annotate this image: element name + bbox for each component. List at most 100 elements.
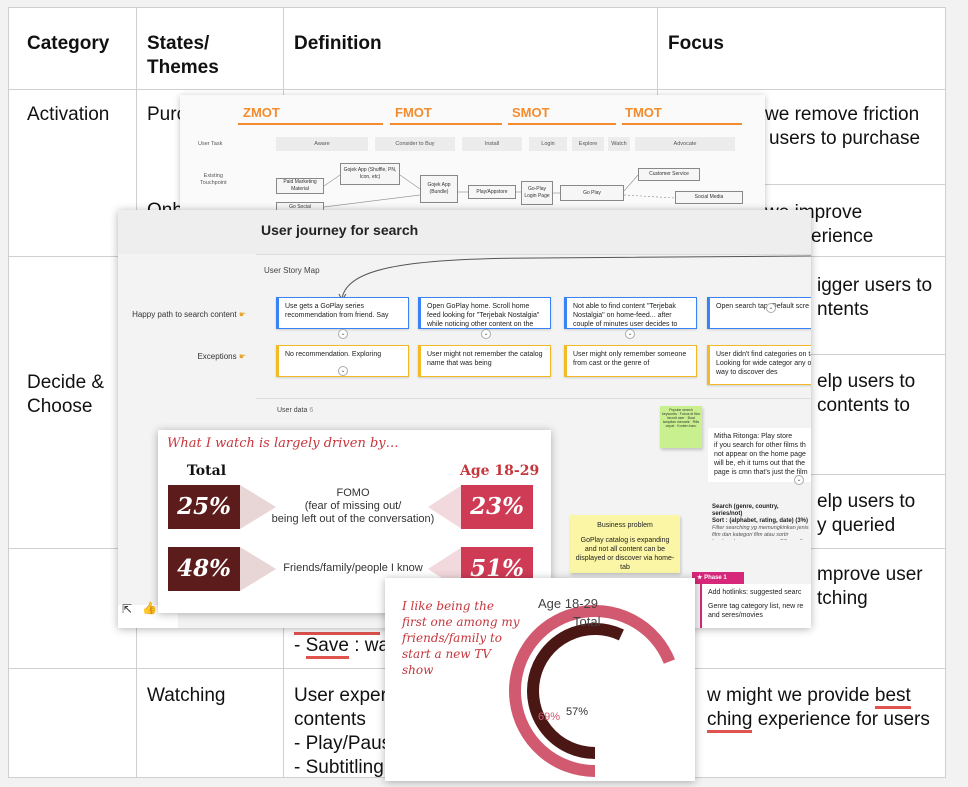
- search-note-detail: Filter searching yg memungkinkan jenis f…: [712, 525, 810, 540]
- label-line: being left out of the conversation): [271, 513, 435, 525]
- chevron-down-icon[interactable]: ⌄: [481, 329, 491, 339]
- touchpoint-box: Social Media: [675, 191, 743, 204]
- focus-highlight: best: [874, 685, 911, 709]
- phase-box[interactable]: Add hotlinks: suggested searc Genre tag …: [700, 584, 811, 628]
- funnel-connectors: [323, 174, 676, 208]
- row-label-text: Happy path to search content: [132, 310, 237, 319]
- chevron-down-icon[interactable]: ⌄: [338, 329, 348, 339]
- definition-highlight: Save: [305, 635, 349, 659]
- row-label-line: Touchpoint: [200, 180, 227, 186]
- search-note[interactable]: Search (genre, country, series/not) Sort…: [706, 500, 811, 540]
- phase-label: TMOT: [625, 105, 662, 120]
- search-note-title: Search (genre, country, series/not): [712, 504, 779, 517]
- sticky-note-green[interactable]: Popular search keywords · Fokus di fitur…: [660, 406, 702, 448]
- focus-text: mprove user: [817, 564, 923, 585]
- donut-slide[interactable]: I like being the first one among my frie…: [385, 578, 695, 781]
- focus-text: erience: [811, 226, 874, 247]
- thumbs-up-icon[interactable]: 👍: [142, 601, 157, 615]
- journey-card-happy[interactable]: Not able to find content "Terjebak Nosta…: [564, 297, 697, 329]
- row-label-text: Exceptions: [197, 352, 237, 361]
- label-line: (fear of missing out/: [304, 500, 402, 512]
- definition-save: - Save : wat: [294, 634, 395, 659]
- focus-text: contents to: [817, 395, 910, 416]
- user-data-text: User data: [277, 407, 308, 414]
- pointing-hand-icon: ☛: [238, 352, 246, 361]
- phase-bar: [238, 123, 383, 125]
- task-box: Advocate: [635, 137, 735, 151]
- note-line: if you search for other films th: [714, 442, 806, 449]
- sticky-title: Business problem: [597, 522, 653, 529]
- touchpoint-box: Paid Marketing Material: [276, 178, 324, 194]
- search-note-sort: Sort : (alphabet, rating, date) (3%): [712, 518, 809, 524]
- state-purchase: Purc: [147, 104, 187, 125]
- note-line: Mitha Ritonga: Play store: [714, 433, 793, 440]
- user-data-label: User data 6: [277, 407, 313, 414]
- definition-text: -: [294, 635, 306, 656]
- phase-tag[interactable]: ★ Phase 1: [692, 572, 744, 584]
- label-fomo: FOMO (fear of missing out/ being left ou…: [268, 487, 438, 526]
- focus-text: y queried: [817, 515, 896, 536]
- touchpoint-box: Go-Play Login Page: [521, 181, 553, 205]
- definition-text: : wat: [348, 635, 395, 656]
- focus-text: elp users to: [817, 491, 916, 512]
- chevron-down-icon[interactable]: ⌄: [766, 303, 776, 313]
- table-divider: [657, 184, 945, 185]
- arrow-shape: [240, 547, 276, 591]
- chevron-down-icon[interactable]: ⌄: [338, 366, 348, 376]
- watch-slide[interactable]: What I watch is largely driven by… Total…: [158, 430, 551, 613]
- journey-card-happy[interactable]: Use gets a GoPlay series recommendation …: [276, 297, 409, 329]
- row-label-user-task: User Task: [198, 141, 223, 147]
- state-watching: Watching: [147, 685, 226, 706]
- watch-total-header: Total: [187, 463, 227, 479]
- definition-text: - Subtitling: [294, 757, 384, 778]
- label-friends: Friends/family/people I know: [283, 562, 423, 574]
- journey-card-happy[interactable]: Open GoPlay home. Scroll home feed looki…: [418, 297, 551, 329]
- header-definition: Definition: [294, 33, 382, 54]
- focus-highlight: ching: [707, 709, 753, 733]
- divider: [256, 254, 811, 255]
- definition-text: contents: [294, 709, 366, 730]
- journey-card-exception[interactable]: User didn't find categories on tab. Look…: [707, 345, 811, 385]
- stat-total-fomo: 25%: [168, 485, 240, 529]
- task-box: Login: [529, 137, 567, 151]
- donut-label-total: Total: [573, 614, 601, 629]
- focus-text: w might we provide: [707, 685, 875, 706]
- pointing-hand-icon: ☛: [238, 310, 246, 319]
- phase-bar: [508, 123, 616, 125]
- row-label-existing: Existing Touchpoint: [200, 173, 227, 187]
- journey-card-exception[interactable]: User might not remember the catalog name…: [418, 345, 551, 377]
- phase-label: ZMOT: [243, 105, 280, 120]
- stat-total-friends: 48%: [168, 547, 240, 591]
- note-line: will be, eh it turns out that the: [714, 460, 806, 467]
- watch-title: What I watch is largely driven by…: [167, 436, 399, 451]
- note-line: page is cmn that's just the film: [714, 469, 808, 476]
- journey-card-exception[interactable]: User might only remember someone from ca…: [564, 345, 697, 377]
- donut-arc-age: [509, 605, 675, 777]
- header-states-line2: Themes: [147, 57, 219, 78]
- journey-title: User journey for search: [261, 222, 419, 238]
- note-mitha[interactable]: Mitha Ritonga: Play store if you search …: [708, 428, 811, 482]
- watch-age-header: Age 18-29: [460, 463, 540, 479]
- arrow-shape: [240, 485, 276, 529]
- task-box: Explore: [572, 137, 604, 151]
- phase-bar: [622, 123, 742, 125]
- arrow-shape: [428, 485, 462, 529]
- share-icon[interactable]: ⇱: [122, 602, 133, 616]
- header-states: States/ Themes: [147, 32, 219, 80]
- touchpoint-box: Gojek App (Bundle): [420, 175, 458, 203]
- category-decide: Decide & Choose: [27, 371, 104, 419]
- touchpoint-box: Play/Appstore: [468, 185, 516, 199]
- chevron-down-icon[interactable]: ⌄: [625, 329, 635, 339]
- phase-line: and seres/movies: [708, 612, 763, 619]
- row-label-line: Existing: [203, 173, 223, 179]
- phase-label: FMOT: [395, 105, 432, 120]
- category-decide-line1: Decide &: [27, 372, 105, 393]
- chevron-down-icon[interactable]: ⌄: [794, 475, 804, 485]
- row-exceptions: Exceptions ☛: [197, 352, 246, 361]
- focus-text: tching: [817, 588, 868, 609]
- journey-card-happy[interactable]: Open search tap. Default scre: [707, 297, 811, 329]
- sticky-note-business-problem[interactable]: Business problem GoPlay catalog is expan…: [570, 515, 680, 573]
- donut-quote: I like being the first one among my frie…: [402, 599, 520, 677]
- sticky-body: GoPlay catalog is expanding and not all …: [575, 537, 675, 571]
- table-divider: [9, 89, 945, 90]
